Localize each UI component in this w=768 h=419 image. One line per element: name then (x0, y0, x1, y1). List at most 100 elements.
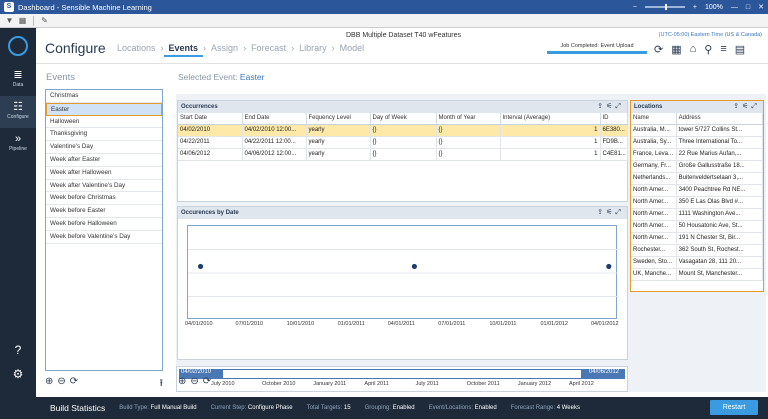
filter-icon[interactable]: ▼ (5, 16, 14, 25)
table-cell: Germany, Fr... (631, 160, 677, 173)
rail-item-label: Data (12, 82, 24, 88)
timeline-label: October 2011 (466, 381, 500, 387)
refresh-events-icon[interactable]: ⟳ (69, 376, 79, 387)
add-event-icon[interactable]: ⊕ (45, 376, 54, 387)
table-row[interactable]: UK, Manche... Mount St, Manchester... (631, 268, 764, 281)
list-item[interactable]: Halloween (46, 116, 162, 129)
column-header[interactable]: Address (676, 113, 764, 125)
columns-icon[interactable]: ⚟ (742, 103, 752, 110)
chevrons-right-icon: » (14, 133, 22, 145)
table-row[interactable]: 04/06/2012 04/06/2012 12:00... yearly{}{} 1… (178, 148, 628, 161)
zoom-plus-button[interactable]: + (692, 3, 697, 11)
remove-occurrence-icon[interactable]: ⊖ (190, 376, 199, 387)
table-row[interactable]: 04/02/2010 04/02/2010 12:00... yearly{}{} 1… (178, 124, 628, 137)
export-icon[interactable]: ⇪ (733, 103, 743, 110)
database-icon[interactable]: ≡ (720, 43, 727, 55)
table-cell: 1 (500, 148, 601, 161)
grid-icon[interactable]: ▦ (18, 16, 27, 25)
table-row[interactable]: Sweden, Sto... Vasagatan 28, 111 20... (631, 256, 764, 269)
locations-panel: Locations ⇪⚟⤢ Name Address Australia, M..… (630, 100, 764, 292)
rail-item-pipeline[interactable]: » Pipeline (0, 128, 36, 160)
table-row[interactable]: France, Leva... 22 Rue Marius Aufan,... (631, 148, 764, 161)
edit-icon[interactable]: ✎ (41, 16, 48, 25)
storage-icon[interactable]: ▤ (734, 44, 746, 56)
rail-item-label: Pipeline (9, 146, 27, 152)
list-item[interactable]: Week before Easter (46, 205, 162, 218)
table-row[interactable]: Germany, Fr... Große Gallusstraße 18... (631, 160, 764, 173)
table-row[interactable]: North Amer... 350 E Las Olas Blvd #... (631, 196, 764, 209)
minimize-button[interactable]: — (730, 3, 738, 11)
table-row[interactable]: North Amer... 3400 Peachtree Rd NE... (631, 184, 764, 197)
home-icon[interactable]: ⌂ (689, 43, 697, 55)
expand-icon[interactable]: ⤢ (615, 103, 624, 110)
chevron-right-icon: › (291, 43, 295, 53)
upload-icon[interactable]: ⭱ (159, 378, 164, 389)
table-row[interactable]: Australia, M... tower 5/727 Collins St... (631, 124, 764, 137)
table-row[interactable]: North Amer... 191 N Chester St, Bir... (631, 232, 764, 245)
columns-icon[interactable]: ⚟ (606, 209, 616, 216)
remove-event-icon[interactable]: ⊖ (57, 376, 66, 387)
rail-item-data[interactable]: ≣ Data (0, 64, 36, 96)
refresh-icon[interactable]: ⟳ (654, 44, 664, 56)
table-row[interactable]: Australia, Sy... Three International To..… (631, 136, 764, 149)
x-tick-label: 10/01/2011 (489, 321, 517, 327)
settings-icon[interactable]: ⚙ (12, 367, 24, 381)
expand-icon[interactable]: ⤢ (615, 209, 624, 216)
column-header[interactable]: Interval (Average) (500, 113, 601, 125)
restart-button[interactable]: Restart (710, 400, 758, 415)
rail-item-configure[interactable]: ☷ Configure (0, 96, 36, 128)
table-cell: FD9B... (600, 136, 628, 149)
grid-view-icon[interactable]: ▦ (671, 44, 682, 56)
table-row[interactable]: North Amer... 50 Housatonic Ave, St... (631, 220, 764, 233)
list-item[interactable]: Thanksgiving (46, 128, 162, 142)
column-header[interactable]: Start Date (178, 113, 243, 125)
list-item[interactable]: Week after Valentine's Day (46, 180, 162, 193)
timeline-window[interactable] (223, 370, 581, 378)
timeline-range-bar[interactable] (179, 369, 625, 379)
crumb-library[interactable]: Library (299, 43, 327, 53)
list-item[interactable]: Week after Halloween (46, 167, 162, 180)
logo-icon (8, 36, 28, 56)
add-occurrence-icon[interactable]: ⊕ (178, 376, 187, 387)
list-item[interactable]: Week before Halloween (46, 218, 162, 231)
list-item[interactable]: Christmas (46, 90, 162, 103)
timezone-link[interactable]: (UTC-05:00) Eastern Time (US & Canada) (658, 32, 762, 38)
table-row[interactable]: North Amer... 1111 Washington Ave... (631, 208, 764, 221)
column-header[interactable]: Name (631, 113, 677, 125)
column-header[interactable]: Day of Week (370, 113, 437, 125)
column-header[interactable]: Month of Year (436, 113, 501, 125)
chart-point[interactable] (411, 263, 417, 270)
maximize-button[interactable]: □ (745, 3, 751, 11)
list-item[interactable]: Easter (46, 102, 162, 116)
column-header[interactable]: ID (600, 113, 628, 125)
export-icon[interactable]: ⇪ (597, 103, 607, 110)
list-item[interactable]: Week before Christmas (46, 192, 162, 206)
export-icon[interactable]: ⇪ (597, 209, 607, 216)
chart-point[interactable] (197, 263, 204, 270)
list-item[interactable]: Week before Valentine's Day (46, 231, 162, 244)
analytics-icon[interactable]: ⚲ (704, 44, 713, 56)
zoom-slider[interactable] (644, 4, 685, 10)
refresh-occurrences-icon[interactable]: ⟳ (202, 376, 212, 387)
crumb-locations[interactable]: Locations (117, 43, 156, 53)
list-item[interactable]: Week after Easter (46, 154, 162, 167)
table-row[interactable]: Rochester... 362 South St, Rochest... (631, 244, 764, 257)
table-row[interactable]: 04/22/2011 04/22/2011 12:00... yearly{}{} 1… (178, 136, 628, 149)
chart-point[interactable] (606, 263, 612, 270)
expand-icon[interactable]: ⤢ (751, 103, 760, 110)
table-cell: Mount St, Manchester... (676, 268, 764, 281)
timeline-scrubber[interactable]: 04/02/2010 04/06/2012 July 2010 October 2… (176, 366, 628, 392)
close-button[interactable]: ✕ (758, 4, 764, 11)
column-header[interactable]: End Date (242, 113, 307, 125)
help-icon[interactable]: ? (14, 343, 22, 357)
table-row[interactable]: Netherlands... Buitenveldertselaan 3,... (631, 172, 764, 185)
crumb-model[interactable]: Model (339, 43, 365, 53)
list-item[interactable]: Valentine's Day (46, 141, 162, 154)
column-header[interactable]: Fequency Level (306, 113, 371, 125)
crumb-events[interactable]: Events (163, 43, 204, 57)
crumb-forecast[interactable]: Forecast (251, 43, 287, 53)
crumb-assign[interactable]: Assign (211, 43, 239, 53)
zoom-minus-button[interactable]: − (632, 3, 637, 11)
chevron-right-icon: › (331, 43, 335, 53)
columns-icon[interactable]: ⚟ (606, 103, 616, 110)
